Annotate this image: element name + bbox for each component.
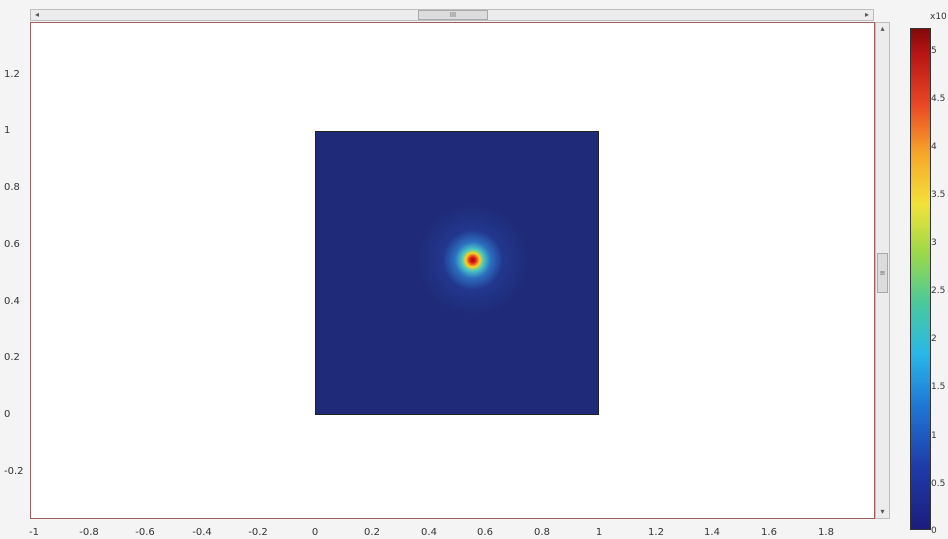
- vertical-scroll-thumb[interactable]: ≡: [877, 253, 888, 293]
- x-tick-label: 1.2: [648, 527, 664, 538]
- colorbar-tick-label: 2: [931, 334, 937, 344]
- colorbar-tick-label: 4: [931, 142, 937, 152]
- colorbar-tick-label: 0.5: [931, 479, 946, 489]
- x-tick-label: 0: [311, 527, 319, 538]
- x-tick-label: -1: [29, 527, 39, 538]
- colorbar-tick-label: 3.5: [931, 190, 946, 200]
- x-tick-label: -0.2: [248, 527, 268, 538]
- colorbar: [910, 28, 931, 530]
- y-tick-label: 0: [4, 409, 11, 420]
- horizontal-scroll-thumb[interactable]: III: [418, 10, 488, 20]
- colorbar-tick-label: 5: [931, 46, 937, 56]
- y-tick-label: -0.2: [4, 466, 24, 477]
- y-tick-label: 1: [4, 125, 11, 136]
- y-tick-label: 0.2: [4, 352, 20, 363]
- scroll-up-arrow-icon[interactable]: ▴: [880, 24, 885, 33]
- y-tick-label: 0.8: [4, 182, 20, 193]
- heatmap-domain: [315, 131, 599, 415]
- scroll-right-arrow-icon[interactable]: ▸: [864, 10, 869, 19]
- vertical-scrollbar[interactable]: ▴ ≡ ▾: [875, 22, 890, 519]
- y-tick-label: 0.6: [4, 239, 20, 250]
- x-tick-label: 0.6: [477, 527, 493, 538]
- colorbar-tick-label: 3: [931, 238, 937, 248]
- colorbar-exponent-label: x10: [930, 12, 947, 22]
- x-tick-label: 0.4: [421, 527, 437, 538]
- x-tick-label: -0.4: [192, 527, 212, 538]
- colorbar-tick-label: 1.5: [931, 382, 946, 392]
- x-tick-label: 1: [595, 527, 603, 538]
- x-tick-label: -0.8: [79, 527, 99, 538]
- colorbar-tick-label: 1: [931, 431, 937, 441]
- x-tick-label: 1.8: [818, 527, 834, 538]
- scroll-left-arrow-icon[interactable]: ◂: [34, 10, 39, 19]
- colorbar-tick-label: 2.5: [931, 286, 946, 296]
- horizontal-scrollbar[interactable]: ◂ III ▸: [30, 9, 874, 21]
- colorbar-tick-label: 0: [931, 526, 937, 536]
- x-tick-label: 1.6: [761, 527, 777, 538]
- x-tick-label: 0.2: [364, 527, 380, 538]
- x-tick-label: 0.8: [534, 527, 550, 538]
- y-tick-label: 1.2: [4, 69, 20, 80]
- y-tick-label: 0.4: [4, 296, 20, 307]
- colorbar-tick-label: 4.5: [931, 94, 946, 104]
- x-tick-label: -0.6: [135, 527, 155, 538]
- scroll-down-arrow-icon[interactable]: ▾: [880, 507, 885, 516]
- x-tick-label: 1.4: [704, 527, 720, 538]
